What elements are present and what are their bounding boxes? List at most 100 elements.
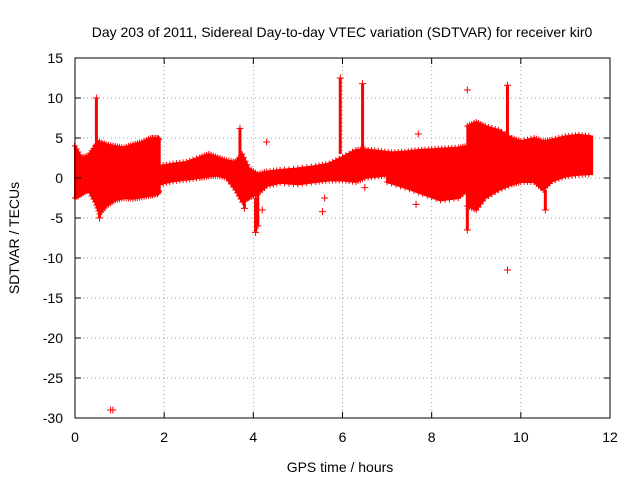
band-edge-point	[190, 156, 197, 163]
band-edge-point	[342, 152, 349, 159]
y-tick-label: -20	[43, 330, 63, 346]
x-tick-label: 8	[428, 429, 436, 445]
band-edge-point	[294, 165, 301, 172]
band-edge-point	[552, 135, 559, 142]
band-edge-point	[415, 169, 422, 175]
band-edge-point	[312, 163, 319, 169]
band-edge-point	[273, 180, 280, 187]
band-edge-point	[336, 155, 343, 162]
band-edge-point	[437, 197, 444, 204]
x-tick-label: 2	[160, 429, 168, 445]
spike-tip-point	[541, 206, 549, 214]
y-tick-label: 15	[47, 50, 63, 66]
band-edge-point	[505, 182, 512, 189]
spike-tip-point	[503, 81, 511, 89]
band-edge-point	[482, 123, 489, 129]
spike-tip-point	[336, 74, 344, 82]
band-edge-point	[419, 171, 426, 177]
band-edge-point	[308, 179, 315, 186]
y-tick-label: -25	[43, 370, 63, 386]
band-edge-point	[244, 161, 251, 168]
band-edge-point	[446, 196, 453, 203]
band-edge-point	[410, 187, 417, 194]
band-edge-point	[492, 189, 499, 195]
band-edge-point	[329, 159, 336, 165]
band-edge-point	[424, 192, 431, 199]
band-edge-point	[346, 150, 353, 157]
band-edge-point	[517, 138, 524, 145]
x-tick-label: 0	[71, 429, 79, 445]
y-tick-label: -30	[43, 410, 63, 426]
chart-title: Day 203 of 2011, Sidereal Day-to-day VTE…	[92, 24, 593, 40]
band-edge-point	[442, 173, 449, 179]
band-edge-point	[406, 165, 413, 171]
data-point	[258, 206, 266, 214]
spike-tip-point	[240, 204, 248, 212]
band-edge-point	[559, 174, 566, 181]
band-edge-point	[428, 194, 435, 201]
band-edge-point	[549, 136, 556, 143]
data-point	[263, 138, 271, 146]
band-edge-point	[428, 173, 435, 179]
axis-ticks	[74, 57, 611, 419]
band-edge-point	[156, 163, 163, 169]
band-edge-point	[410, 167, 417, 173]
band-edge-point	[437, 175, 444, 181]
band-edge-point	[186, 157, 193, 164]
band-edge-point	[401, 163, 408, 169]
band-edge-point	[299, 164, 306, 171]
data-point	[414, 130, 422, 138]
band-edge-point	[488, 191, 495, 197]
data-point	[361, 184, 369, 192]
x-tick-label: 4	[249, 429, 257, 445]
band-edge-point	[442, 196, 449, 203]
band-edge-point	[450, 169, 457, 175]
band-edge-point	[92, 199, 99, 205]
band-edge-point	[498, 185, 505, 192]
band-edge-point	[585, 133, 592, 139]
band-edge-point	[388, 180, 395, 187]
band-edge-point	[559, 134, 566, 141]
y-tick-label: 5	[55, 130, 63, 146]
band-edge-point	[339, 154, 346, 161]
band-edge-point	[156, 188, 163, 194]
band-edge-point	[393, 161, 399, 167]
spike-tip-point	[254, 222, 262, 230]
band-edge-point	[332, 157, 339, 164]
band-edge-point	[326, 160, 333, 167]
band-edge-point	[492, 126, 499, 132]
y-tick-label: 10	[47, 90, 63, 106]
spike-tip-point	[92, 94, 100, 102]
spike-tip-point	[463, 226, 471, 234]
band-edge-point	[303, 164, 310, 171]
band-edge-point	[303, 180, 310, 187]
x-tick-label: 10	[513, 429, 529, 445]
spike-tip-point	[252, 228, 260, 236]
band-edge-point	[527, 135, 534, 142]
band-edge-point	[242, 158, 249, 165]
data-point	[109, 406, 117, 414]
band-edge-point	[308, 163, 315, 170]
band-edge-point	[349, 148, 356, 155]
band-edge-point	[552, 177, 559, 183]
spike-tip-point	[236, 124, 244, 132]
band-edge-point	[299, 180, 306, 187]
band-edge-point	[450, 195, 457, 202]
data-series-sdtvar	[72, 74, 594, 414]
band-edge-point	[263, 183, 270, 189]
band-edge-point	[384, 159, 391, 165]
band-edge-point	[183, 159, 190, 165]
band-edge-point	[166, 179, 173, 185]
band-edge-point	[270, 181, 277, 188]
x-tick-label: 6	[339, 429, 347, 445]
band-edge-point	[316, 162, 323, 169]
data-point	[463, 86, 471, 94]
band-edge-point	[193, 155, 200, 162]
band-edge-point	[424, 172, 431, 178]
band-edge-point	[502, 184, 509, 191]
band-edge-point	[498, 129, 505, 135]
band-edge-point	[446, 171, 453, 177]
x-tick-label: 12	[602, 429, 618, 445]
band-edge-point	[397, 162, 404, 168]
